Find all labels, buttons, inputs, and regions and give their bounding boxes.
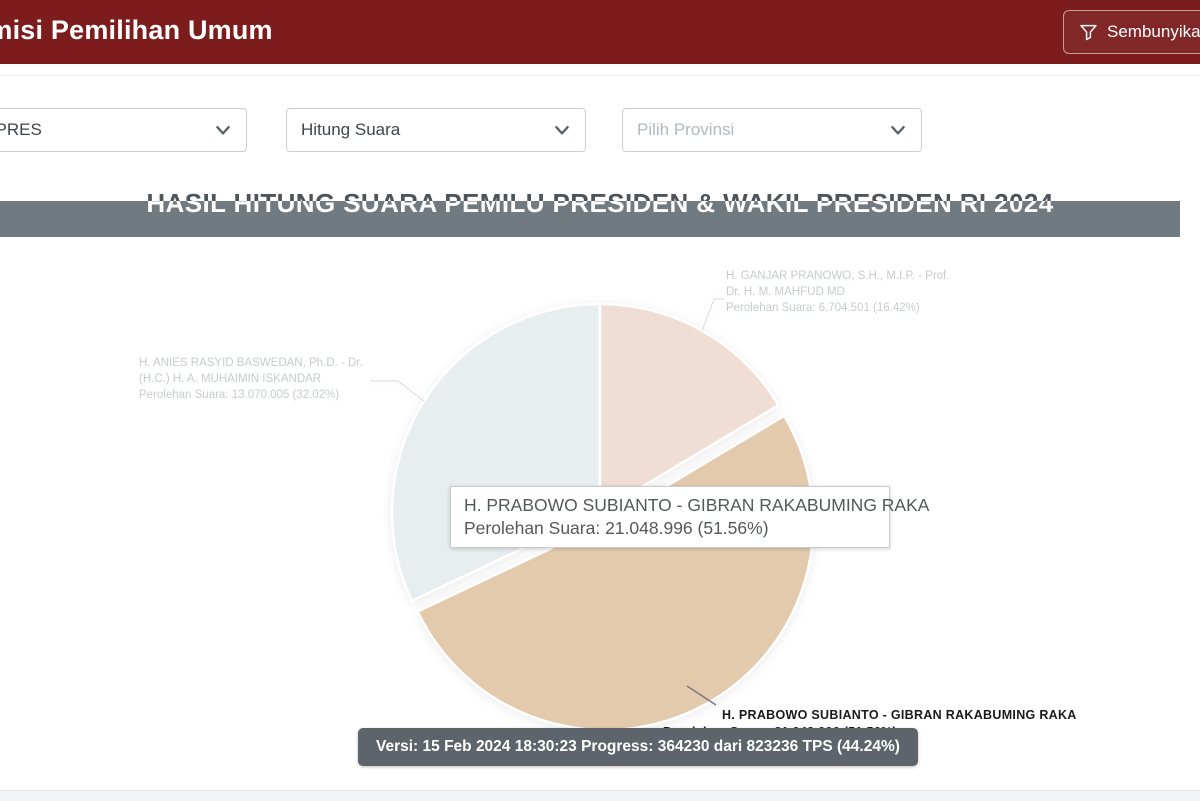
pie-slice-ganjar[interactable] [598, 302, 780, 514]
province-select[interactable]: Pilih Provinsi [622, 108, 922, 152]
leader-line-anies [370, 380, 425, 402]
filter-funnel-icon [1080, 24, 1097, 40]
data-label-ganjar: H. GANJAR PRANOWO, S.H., M.I.P. - Prof. … [726, 268, 949, 316]
hide-button-label: Sembunyikan [1107, 22, 1200, 41]
data-label-line: H. ANIES RASYID BASWEDAN, Ph.D. - Dr. [139, 357, 363, 369]
chevron-down-icon [555, 126, 569, 135]
chevron-down-icon [891, 126, 905, 135]
data-label-line: (H.C.) H. A. MUHAIMIN ISKANDAR [139, 373, 322, 385]
data-label-line: Dr. H. M. MAHFUD MD [726, 286, 845, 298]
hide-filter-button[interactable]: Sembunyikan [1063, 10, 1200, 54]
view-mode-value: Hitung Suara [301, 120, 401, 139]
election-type-select[interactable]: PILPRES [0, 108, 247, 152]
footer-strip [0, 790, 1200, 801]
page-title: HASIL HITUNG SUARA PEMILU PRESIDEN & WAK… [0, 188, 1200, 219]
chevron-down-icon [216, 126, 230, 135]
leader-line-ganjar [701, 298, 724, 332]
data-label-prabowo-name: H. PRABOWO SUBIANTO - GIBRAN RAKABUMING … [722, 708, 1077, 722]
leader-line-prabowo [686, 685, 717, 706]
app-title: Komisi Pemilihan Umum [0, 15, 273, 45]
data-label-line: H. GANJAR PRANOWO, S.H., M.I.P. - Prof. [726, 270, 950, 282]
tooltip-candidate: H. PRABOWO SUBIANTO - GIBRAN RAKABUMING … [464, 495, 930, 515]
app-header: Komisi Pemilihan Umum Sembunyikan [0, 0, 1200, 64]
header-divider [0, 64, 1200, 76]
data-label-anies: H. ANIES RASYID BASWEDAN, Ph.D. - Dr. (H… [139, 355, 363, 403]
chart-tooltip: H. PRABOWO SUBIANTO - GIBRAN RAKABUMING … [450, 486, 930, 548]
election-type-value: PILPRES [0, 120, 42, 139]
tooltip-votes: Perolehan Suara: 21.048.996 (51.56%) [464, 518, 769, 538]
data-label-line: Perolehan Suara: 13.070.005 (32.02%) [139, 389, 340, 401]
data-label-line: Perolehan Suara: 6.704.501 (16.42%) [726, 302, 920, 314]
view-mode-select[interactable]: Hitung Suara [286, 108, 586, 152]
title-band [0, 201, 1180, 237]
version-progress-status: Versi: 15 Feb 2024 18:30:23 Progress: 36… [358, 728, 918, 766]
province-placeholder: Pilih Provinsi [637, 120, 735, 139]
